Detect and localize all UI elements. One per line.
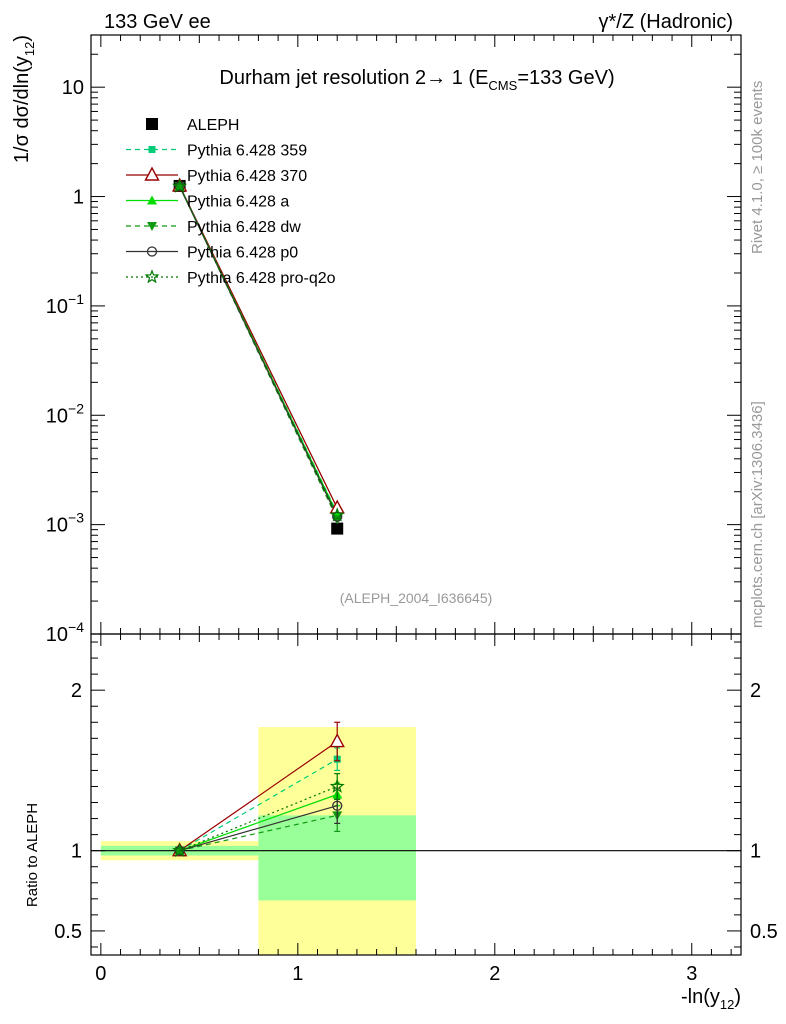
- legend-marker-s370: [144, 166, 160, 181]
- legend-marker-data: [146, 118, 158, 130]
- xlabel: -ln(y12): [681, 986, 741, 1012]
- header-right: γ*/Z (Hadronic): [599, 11, 733, 33]
- ratio-y-tick-label-right: 1: [750, 841, 761, 863]
- main-title: Durham jet resolution 2→ 1 (ECMS=133 GeV…: [219, 67, 614, 93]
- ratio-point-s370: [329, 733, 345, 748]
- legend-label-sa: Pythia 6.428 a: [187, 194, 289, 211]
- legend-marker-s359: [148, 146, 156, 153]
- y-tick-label: 10−3: [46, 510, 84, 537]
- legend-marker-sdw: [147, 222, 157, 231]
- legend-label-data: ALEPH: [187, 117, 239, 134]
- y-tick-label: 10−4: [46, 619, 84, 646]
- ratio-y-tick-label-right: 0.5: [750, 921, 778, 943]
- y-tick-label: 1: [73, 187, 84, 209]
- x-tick-label: 2: [489, 963, 500, 985]
- data-point-sq2o: [329, 507, 345, 522]
- top-ylabel: 1/σ dσ/dln(y12): [11, 35, 37, 163]
- ratio-series-line-s359: [179, 758, 338, 852]
- y-tick-label: 10−2: [46, 400, 84, 427]
- y-tick-label: 10: [62, 77, 84, 99]
- side-text-top: Rivet 4.1.0, ≥ 100k events: [749, 81, 766, 254]
- ratio-point-sq2o: [172, 842, 188, 858]
- x-tick-label: 1: [292, 963, 303, 985]
- legend: ALEPH Pythia 6.428 359 Pythia 6.428 370 Pyt…: [126, 117, 336, 287]
- y-tick-label: 10−1: [46, 291, 84, 318]
- data-point-sq2o: [172, 178, 188, 193]
- legend-label-sp0: Pythia 6.428 p0: [187, 245, 298, 262]
- top-panel: 10 1 10−1 10−2 10−3 10−4: [46, 34, 742, 646]
- ratio-series-line-sq2o: [179, 785, 338, 852]
- legend-label-s359: Pythia 6.428 359: [187, 143, 307, 160]
- legend-label-sq2o: Pythia 6.428 pro-q2o: [187, 270, 336, 287]
- side-text-bottom: mcplots.cern.ch [arXiv:1306.3436]: [749, 401, 766, 628]
- legend-label-sdw: Pythia 6.428 dw: [187, 219, 301, 236]
- data-point-data: [331, 522, 344, 535]
- ratio-series-line-s370: [179, 741, 338, 852]
- ratio-ylabel: Ratio to ALEPH: [24, 803, 41, 907]
- ratio-y-tick-label-left: 0.5: [54, 921, 82, 943]
- legend-marker-sq2o: [144, 269, 160, 284]
- x-tick-label: 0: [95, 963, 106, 985]
- analysis-watermark: (ALEPH_2004_I636645): [340, 590, 493, 606]
- series-line-sq2o: [179, 186, 338, 516]
- ratio-y-tick-label-right: 2: [750, 680, 761, 702]
- header-left: 133 GeV ee: [104, 11, 211, 33]
- ratio-y-tick-label-left: 2: [71, 680, 82, 702]
- x-tick-label: 3: [686, 963, 697, 985]
- legend-marker-sa: [147, 195, 157, 205]
- ratio-series-line-sa: [179, 793, 338, 852]
- data-point-sp0: [332, 511, 343, 522]
- ratio-series-line-sp0: [179, 805, 338, 852]
- ratio-point-sp0: [332, 800, 343, 811]
- ratio-y-tick-label-left: 1: [71, 841, 82, 863]
- legend-marker-sp0: [146, 246, 158, 257]
- ratio-point-sq2o: [329, 778, 345, 793]
- ratio-panel: 0 1 2 3 0.5 0.5 1 1 2 2: [54, 633, 778, 985]
- legend-label-s370: Pythia 6.428 370: [187, 168, 307, 185]
